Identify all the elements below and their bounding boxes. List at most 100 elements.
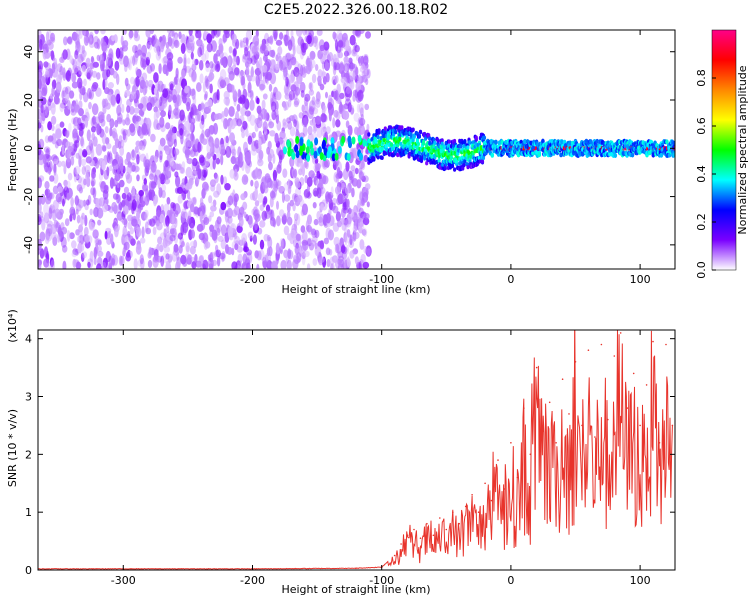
heatmap-cell <box>212 199 217 207</box>
heatmap-cell <box>296 252 302 263</box>
snr-data-point <box>413 528 415 531</box>
heatmap-cell <box>326 150 331 159</box>
heatmap-cell <box>52 172 59 184</box>
heatmap-cell <box>263 196 268 204</box>
heatmap-cell <box>67 36 73 45</box>
heatmap-cell <box>218 76 225 85</box>
heatmap-cell <box>336 166 341 178</box>
heatmap-cell <box>104 230 108 240</box>
heatmap-cell <box>102 145 107 152</box>
heatmap-cell <box>245 214 249 222</box>
heatmap-cell <box>382 137 386 143</box>
heatmap-cell <box>466 145 470 150</box>
heatmap-cell <box>92 229 99 239</box>
heatmap-cell <box>56 138 63 147</box>
heatmap-cell <box>244 110 251 117</box>
heatmap-cell <box>53 235 57 246</box>
heatmap-cell <box>190 51 194 60</box>
heatmap-cell <box>62 49 68 60</box>
heatmap-cell <box>239 39 243 49</box>
heatmap-cell <box>47 98 52 106</box>
heatmap-cell <box>357 74 362 84</box>
heatmap-cell <box>296 44 303 55</box>
heatmap-cell <box>135 244 142 255</box>
heatmap-cell <box>190 222 195 232</box>
heatmap-cell <box>197 46 203 58</box>
heatmap-cell <box>211 30 215 39</box>
heatmap-cell <box>67 102 72 110</box>
x-tick-label: -200 <box>240 574 265 587</box>
heatmap-cell <box>463 140 467 145</box>
heatmap-cell <box>295 30 303 37</box>
heatmap-cell <box>242 120 248 130</box>
heatmap-cell <box>97 209 101 218</box>
heatmap-cell <box>323 41 330 51</box>
heatmap-cell <box>83 92 89 103</box>
heatmap-cell <box>360 253 366 264</box>
heatmap-cell <box>102 189 109 200</box>
heatmap-cell <box>306 35 312 45</box>
heatmap-cell <box>205 79 210 90</box>
heatmap-cell <box>163 246 171 253</box>
heatmap-cell <box>247 231 253 239</box>
heatmap-cell <box>148 246 153 258</box>
x-tick-label: -300 <box>111 273 136 286</box>
heatmap-cell <box>38 198 42 205</box>
heatmap-cell <box>62 67 66 79</box>
heatmap-cell <box>45 155 52 162</box>
heatmap-cell <box>60 236 67 248</box>
heatmap-cell <box>251 131 256 139</box>
heatmap-cell <box>225 218 230 229</box>
heatmap-cell <box>220 239 227 250</box>
heatmap-cell <box>230 223 237 234</box>
heatmap-cell <box>334 39 339 52</box>
heatmap-cell <box>76 77 83 89</box>
heatmap-cell <box>225 145 232 158</box>
heatmap-cell <box>358 261 362 269</box>
heatmap-cell <box>152 226 157 236</box>
heatmap-cell <box>45 70 51 78</box>
heatmap-cell <box>197 143 203 152</box>
heatmap-cell <box>213 190 220 198</box>
heatmap-cell <box>213 113 220 121</box>
heatmap-cell <box>340 245 346 254</box>
heatmap-cell <box>263 109 268 122</box>
heatmap-cell <box>135 115 141 122</box>
heatmap-cell <box>72 64 79 74</box>
heatmap-cell <box>349 176 354 184</box>
heatmap-cell <box>40 97 47 105</box>
heatmap-cell <box>358 207 364 219</box>
heatmap-cell <box>256 48 262 55</box>
heatmap-cell <box>249 235 253 242</box>
heatmap-cell <box>154 169 162 180</box>
heatmap-cell <box>45 233 52 242</box>
heatmap-cell <box>359 152 363 161</box>
heatmap-cell <box>216 60 221 72</box>
heatmap-cell <box>250 55 257 65</box>
heatmap-cell <box>241 174 249 185</box>
heatmap-cell <box>440 141 444 146</box>
y-tick-label: 2 <box>25 448 32 461</box>
heatmap-cell <box>228 232 234 241</box>
heatmap-cell <box>167 32 171 45</box>
heatmap-cell <box>249 99 255 111</box>
heatmap-cell <box>327 191 334 200</box>
heatmap-cell <box>157 177 161 190</box>
heatmap-cell <box>61 144 65 156</box>
heatmap-cell <box>312 202 317 209</box>
heatmap-cell <box>116 117 123 125</box>
heatmap-cell <box>286 210 291 220</box>
heatmap-cell <box>531 150 535 156</box>
heatmap-cell <box>47 41 54 50</box>
heatmap-cell <box>262 54 268 62</box>
heatmap-cell <box>159 213 165 224</box>
heatmap-cell <box>321 112 325 124</box>
heatmap-cell <box>352 234 357 242</box>
heatmap-cell <box>317 69 323 78</box>
heatmap-cell <box>656 146 658 151</box>
heatmap-cell <box>236 225 243 233</box>
heatmap-cell <box>361 229 367 236</box>
heatmap-cell <box>330 137 335 146</box>
spectrogram-x-ticks: -300 -200 -100 0 100 <box>111 30 651 286</box>
heatmap-cell <box>49 68 53 79</box>
